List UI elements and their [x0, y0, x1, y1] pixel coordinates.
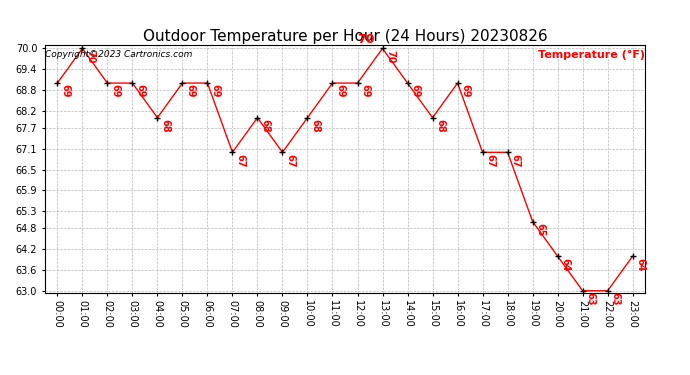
Text: 69: 69 [460, 84, 471, 98]
Title: Outdoor Temperature per Hour (24 Hours) 20230826: Outdoor Temperature per Hour (24 Hours) … [143, 29, 547, 44]
Text: 67: 67 [511, 154, 520, 167]
Text: Temperature (°F): Temperature (°F) [538, 50, 644, 60]
Text: 67: 67 [485, 154, 495, 167]
Text: 69: 69 [411, 84, 420, 98]
Text: 69: 69 [185, 84, 195, 98]
Text: 64: 64 [635, 258, 645, 271]
Text: 67: 67 [285, 154, 295, 167]
Text: 69: 69 [210, 84, 220, 98]
Text: 65: 65 [535, 223, 545, 236]
Text: 63: 63 [611, 292, 620, 306]
Text: 64: 64 [560, 258, 571, 271]
Text: 70: 70 [357, 33, 375, 46]
Text: Copyright©2023 Cartronics.com: Copyright©2023 Cartronics.com [46, 50, 193, 59]
Text: 68: 68 [260, 119, 270, 133]
Text: 69: 69 [135, 84, 145, 98]
Text: 69: 69 [335, 84, 345, 98]
Text: 68: 68 [310, 119, 320, 133]
Text: 69: 69 [110, 84, 120, 98]
Text: 67: 67 [235, 154, 245, 167]
Text: 69: 69 [60, 84, 70, 98]
Text: 70: 70 [385, 50, 395, 63]
Text: 69: 69 [360, 84, 371, 98]
Text: 68: 68 [435, 119, 445, 133]
Text: 68: 68 [160, 119, 170, 133]
Text: 63: 63 [585, 292, 595, 306]
Text: 70: 70 [85, 50, 95, 63]
